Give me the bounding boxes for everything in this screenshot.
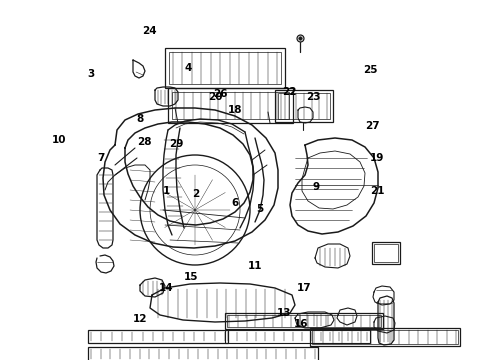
Text: 26: 26 <box>213 89 228 99</box>
Bar <box>169 52 281 84</box>
Text: 23: 23 <box>306 92 321 102</box>
Text: 17: 17 <box>296 283 311 293</box>
Text: 27: 27 <box>365 121 380 131</box>
Text: 14: 14 <box>159 283 174 293</box>
Text: 1: 1 <box>163 186 170 196</box>
Text: 8: 8 <box>136 114 143 124</box>
Text: 12: 12 <box>132 314 147 324</box>
Text: 21: 21 <box>370 186 385 196</box>
Bar <box>225 313 383 329</box>
Bar <box>168 88 293 123</box>
Text: 3: 3 <box>87 69 94 79</box>
Text: 28: 28 <box>137 137 152 147</box>
Text: 4: 4 <box>185 63 193 73</box>
Bar <box>172 92 289 119</box>
Text: 22: 22 <box>282 87 296 97</box>
Bar <box>372 242 400 264</box>
Text: 2: 2 <box>193 189 199 199</box>
Text: 15: 15 <box>184 272 198 282</box>
Text: 6: 6 <box>232 198 239 208</box>
Text: 11: 11 <box>247 261 262 271</box>
Bar <box>165 48 285 88</box>
Bar <box>278 93 330 119</box>
Text: 10: 10 <box>51 135 66 145</box>
Bar <box>225 330 370 343</box>
Text: 5: 5 <box>256 204 263 214</box>
Text: 25: 25 <box>363 65 377 75</box>
Text: 20: 20 <box>208 92 223 102</box>
Bar <box>275 90 333 122</box>
Text: 16: 16 <box>294 319 309 329</box>
Text: 9: 9 <box>313 182 319 192</box>
Text: 24: 24 <box>142 26 157 36</box>
Bar <box>88 330 228 343</box>
Bar <box>374 244 398 262</box>
Text: 19: 19 <box>370 153 385 163</box>
Bar <box>312 330 458 344</box>
Text: 29: 29 <box>169 139 184 149</box>
Bar <box>88 347 318 360</box>
Bar <box>227 315 381 327</box>
Text: 13: 13 <box>277 308 292 318</box>
Text: 7: 7 <box>97 153 104 163</box>
Bar <box>310 328 460 346</box>
Text: 18: 18 <box>228 105 243 115</box>
